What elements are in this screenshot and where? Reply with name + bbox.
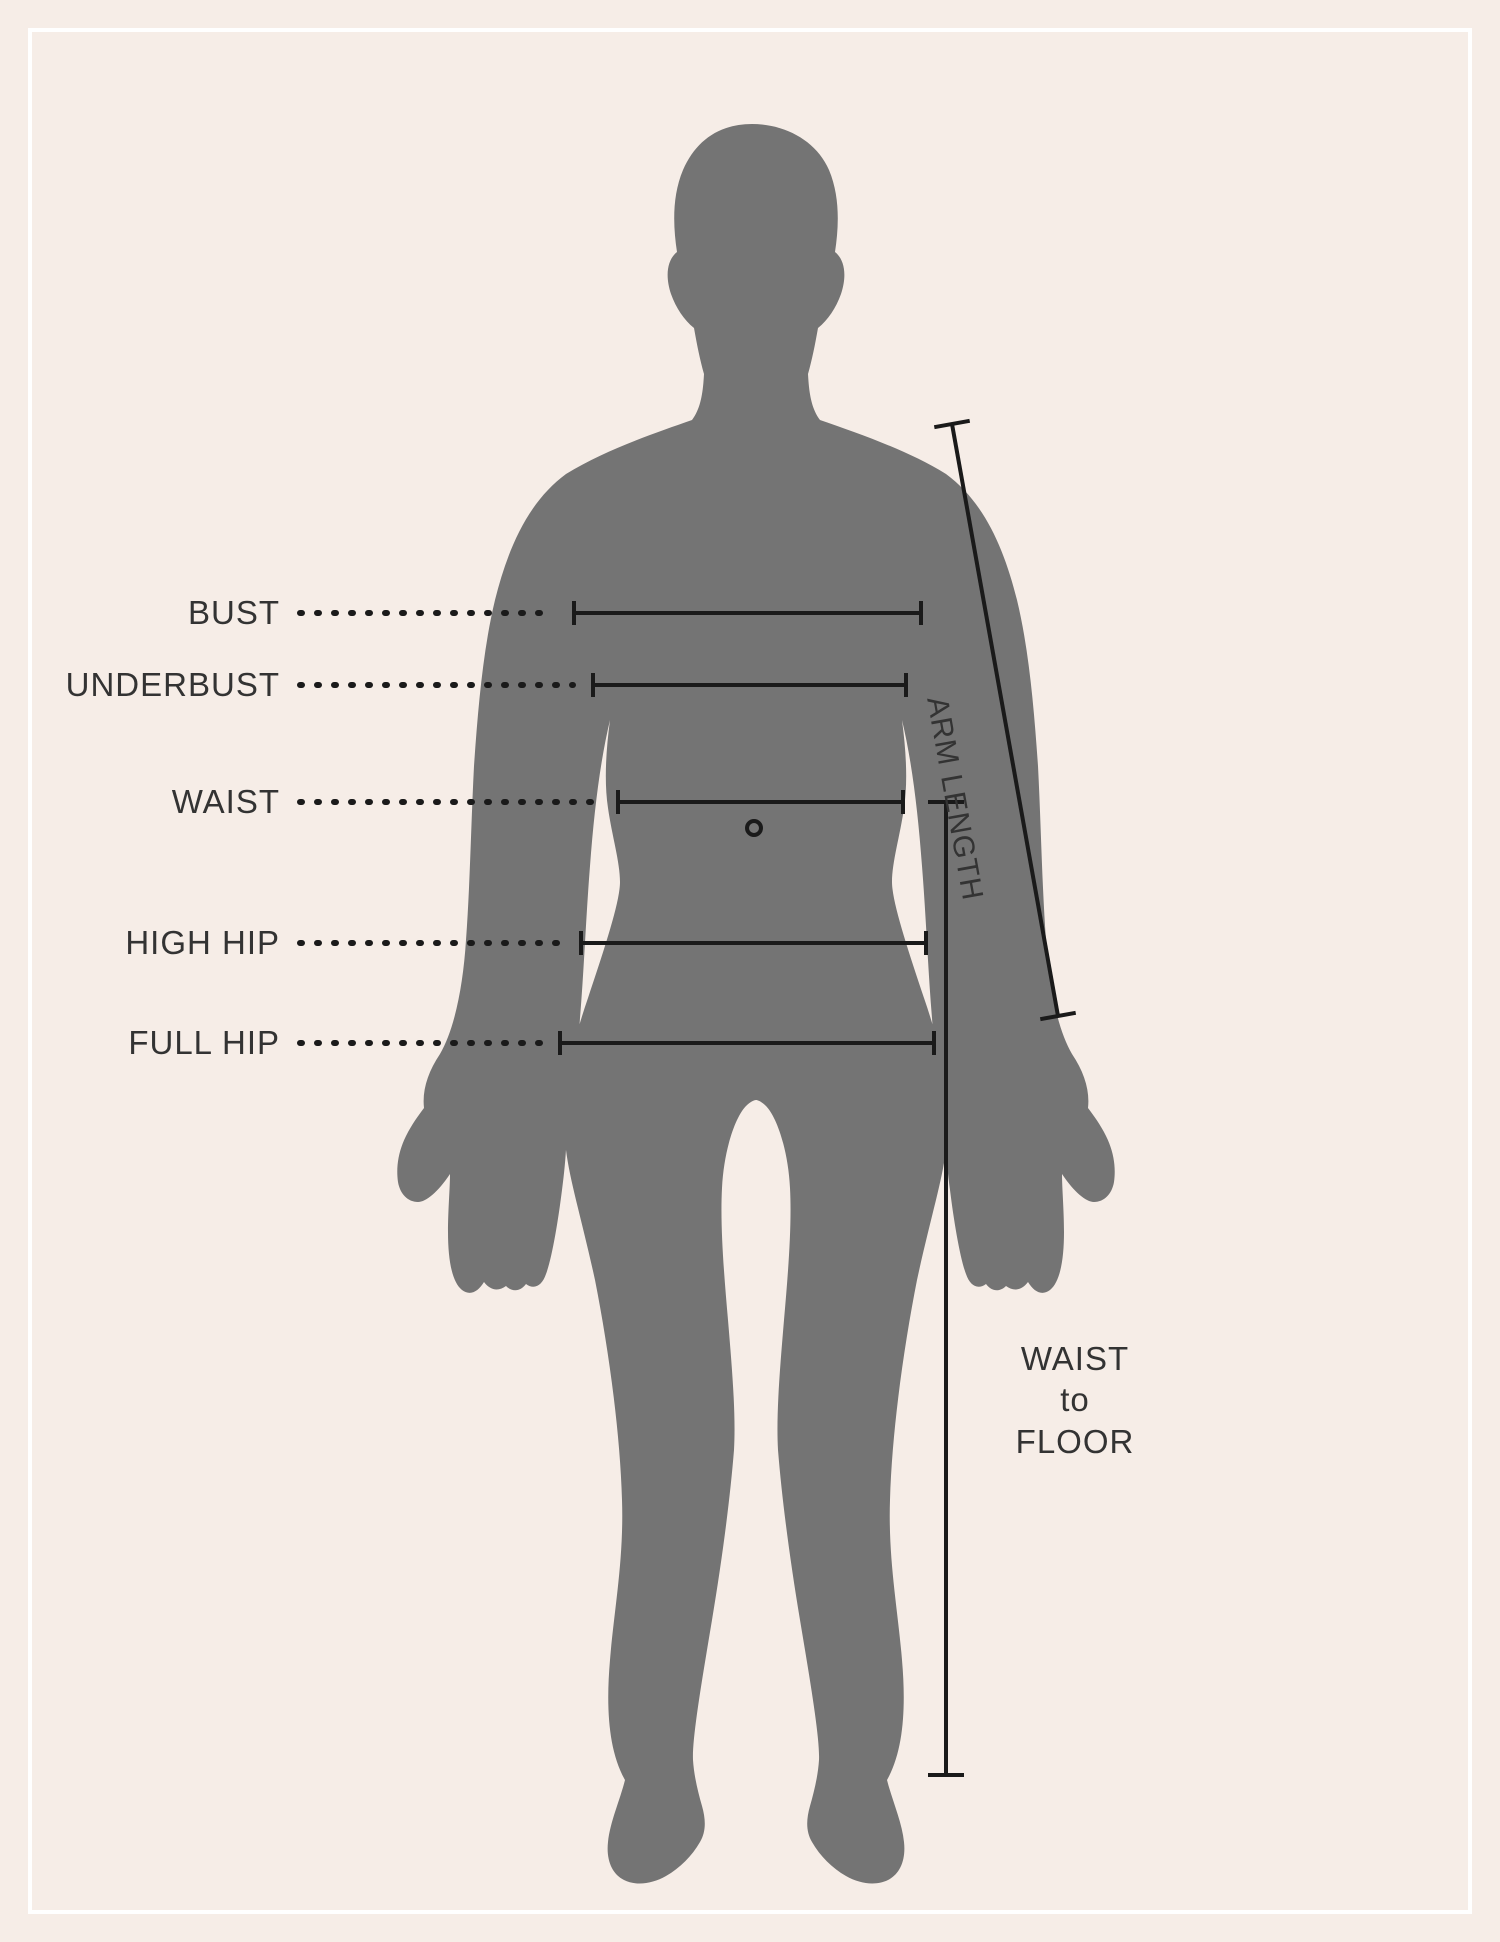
- waist-label: WAIST: [172, 783, 280, 821]
- waist-to-floor-label-line1: WAIST: [1021, 1340, 1129, 1377]
- diagram-svg: [0, 0, 1500, 1942]
- waist-to-floor-label-line2: to: [1060, 1381, 1090, 1418]
- measurement-diagram: BUST UNDERBUST WAIST HIGH HIP FULL HIP A…: [0, 0, 1500, 1942]
- full-hip-label: FULL HIP: [128, 1024, 280, 1062]
- waist-to-floor-label-line3: FLOOR: [1016, 1423, 1135, 1460]
- high-hip-label: HIGH HIP: [125, 924, 280, 962]
- underbust-label: UNDERBUST: [66, 666, 280, 704]
- waist-to-floor-label: WAIST to FLOOR: [1016, 1338, 1135, 1462]
- bust-label: BUST: [188, 594, 280, 632]
